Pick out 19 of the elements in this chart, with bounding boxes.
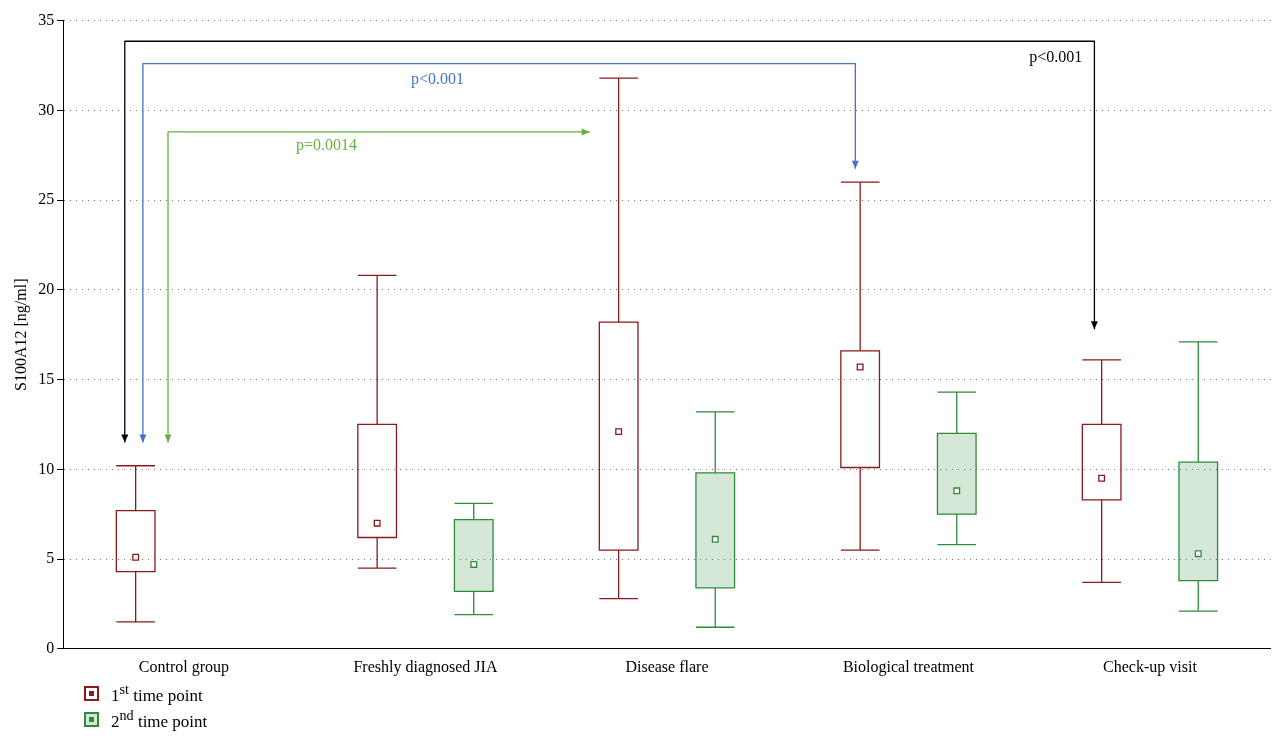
- y-tick-label: 35: [38, 10, 55, 28]
- y-tick-label: 0: [46, 639, 55, 656]
- x-tick-label: Freshly diagnosed JIA: [353, 657, 498, 676]
- y-axis-title: S100A12 [ng/ml]: [11, 278, 30, 391]
- y-tick-label: 30: [38, 100, 55, 118]
- annotation: p<0.001: [1029, 48, 1083, 67]
- x-tick-label: Biological treatment: [842, 657, 975, 676]
- x-tick-label: Check-up visit: [1103, 657, 1198, 676]
- y-tick-label: 15: [38, 369, 55, 387]
- y-tick-label: 20: [38, 280, 55, 298]
- y-tick-label: 25: [38, 190, 55, 208]
- y-tick-label: 10: [38, 459, 55, 477]
- x-tick-label: Disease flare: [625, 657, 709, 675]
- annotation: p<0.001: [411, 70, 465, 89]
- y-tick-label: 5: [46, 549, 55, 567]
- legend-label: 2$^{nd}$ time point: [111, 706, 208, 732]
- x-tick-label: Control group: [138, 657, 230, 676]
- legend-label: 1$^{st}$ time point: [111, 680, 203, 706]
- annotation: p=0.0014: [295, 136, 357, 155]
